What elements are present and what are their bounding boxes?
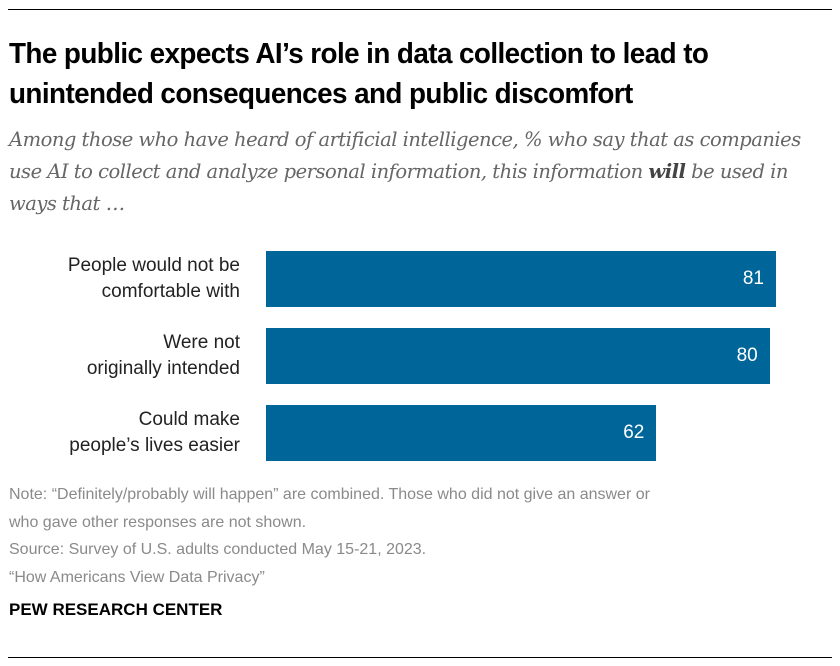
top-rule xyxy=(8,9,832,10)
bar xyxy=(266,328,770,384)
bar xyxy=(266,405,657,461)
category-label-line: Were not xyxy=(163,332,240,353)
subtitle-emphasis: will xyxy=(648,160,686,183)
brand-logo: PEW RESEARCH CENTER xyxy=(9,600,223,619)
note-line: who gave other responses are not shown. xyxy=(9,513,307,531)
category-label: Could make people’s lives easier xyxy=(0,407,240,459)
category-label-line: people’s lives easier xyxy=(69,435,240,456)
category-label-line: People would not be xyxy=(67,255,240,276)
chart-title: The public expects AI’s role in data col… xyxy=(9,38,709,110)
value-label: 62 xyxy=(623,422,645,443)
subtitle-text-end: be used in ways that … xyxy=(9,160,788,215)
category-label: Were not originally intended xyxy=(0,330,240,382)
category-label-line: originally intended xyxy=(86,358,240,379)
subtitle-text: Among those who have heard of artificial… xyxy=(9,128,801,183)
bar xyxy=(266,251,776,307)
value-label: 81 xyxy=(742,268,764,289)
notes: Note: “Definitely/probably will happen” … xyxy=(9,481,829,591)
chart-subtitle: Among those who have heard of artificial… xyxy=(9,124,829,220)
report-title: “How Americans View Data Privacy” xyxy=(9,568,265,586)
category-label-line: comfortable with xyxy=(101,281,240,302)
category-label: People would not be comfortable with xyxy=(0,253,240,305)
note-line: Note: “Definitely/probably will happen” … xyxy=(9,486,650,503)
value-label: 80 xyxy=(736,345,758,366)
source-line: Source: Survey of U.S. adults conducted … xyxy=(9,541,427,558)
category-label-line: Could make xyxy=(138,409,240,430)
bottom-rule xyxy=(8,657,832,658)
